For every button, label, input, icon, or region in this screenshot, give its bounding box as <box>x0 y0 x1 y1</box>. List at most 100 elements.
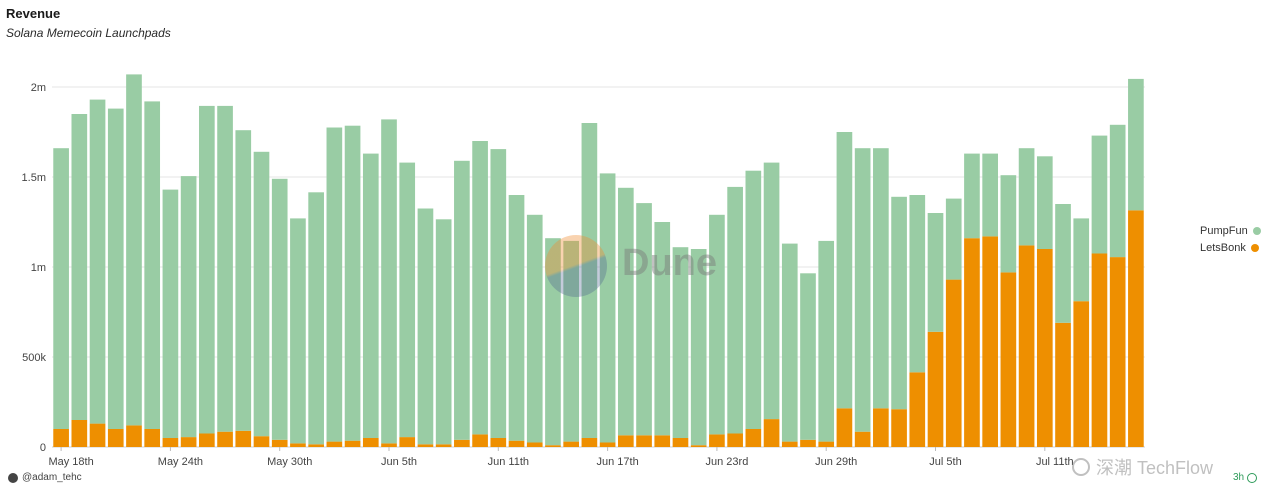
bar-pumpfun <box>836 132 853 409</box>
bar-pumpfun <box>709 214 725 435</box>
bar-letsbonk <box>490 438 507 447</box>
bar-letsbonk <box>107 429 124 447</box>
bar-letsbonk <box>217 431 233 447</box>
bar-letsbonk <box>581 438 598 447</box>
bar-pumpfun <box>235 130 252 431</box>
x-tick-label: May 30th <box>267 456 312 468</box>
bar-pumpfun <box>873 148 889 409</box>
legend-label: LetsBonk <box>1200 241 1246 254</box>
legend-label: PumpFun <box>1200 224 1248 237</box>
bar-pumpfun <box>199 105 215 434</box>
techflow-watermark: 深潮 TechFlow <box>1072 454 1213 480</box>
y-tick-label: 2m <box>31 82 46 94</box>
dune-logo-icon <box>545 235 607 297</box>
bar-letsbonk <box>964 238 980 447</box>
bar-letsbonk <box>800 439 816 447</box>
bar-pumpfun <box>126 74 142 426</box>
bar-pumpfun <box>891 196 907 410</box>
bar-letsbonk <box>1073 301 1090 447</box>
bar-letsbonk <box>53 429 69 447</box>
bar-pumpfun <box>763 162 780 420</box>
check-circle-icon <box>1247 472 1258 483</box>
bar-letsbonk <box>945 279 962 447</box>
bar-letsbonk <box>709 434 725 447</box>
bar-letsbonk <box>308 444 324 447</box>
bar-pumpfun <box>1018 148 1035 246</box>
bar-letsbonk <box>599 442 616 447</box>
refresh-status[interactable]: 3h <box>1233 472 1258 483</box>
bar-letsbonk <box>1091 253 1108 447</box>
bar-pumpfun <box>818 240 835 442</box>
bar-pumpfun <box>1073 218 1090 302</box>
bar-pumpfun <box>253 151 270 437</box>
chart-title: Revenue <box>6 6 61 21</box>
x-tick-label: Jun 29th <box>815 456 857 468</box>
bar-pumpfun <box>617 187 634 436</box>
bar-letsbonk <box>617 435 634 447</box>
bar-letsbonk <box>818 441 835 447</box>
x-tick-label: May 24th <box>158 456 203 468</box>
y-tick-label: 1.5m <box>22 172 46 184</box>
bar-letsbonk <box>927 331 944 447</box>
bar-letsbonk <box>1018 245 1035 447</box>
bar-pumpfun <box>1091 135 1108 254</box>
bar-pumpfun <box>727 186 743 434</box>
bar-pumpfun <box>144 101 161 430</box>
legend-item-letsbonk[interactable]: LetsBonk <box>1200 239 1261 256</box>
techflow-text: 深潮 TechFlow <box>1096 458 1214 478</box>
bar-letsbonk <box>836 408 853 447</box>
bar-pumpfun <box>217 105 233 432</box>
bar-pumpfun <box>964 153 980 239</box>
bar-pumpfun <box>89 99 106 424</box>
bar-pumpfun <box>854 148 871 432</box>
bar-letsbonk <box>435 444 452 447</box>
bar-pumpfun <box>1036 156 1053 249</box>
bar-letsbonk <box>891 409 907 447</box>
bar-letsbonk <box>1000 272 1017 447</box>
bar-pumpfun <box>745 170 762 429</box>
bar-pumpfun <box>490 149 507 438</box>
bar-letsbonk <box>672 438 689 447</box>
bar-letsbonk <box>745 429 762 447</box>
bar-letsbonk <box>344 440 361 447</box>
bar-letsbonk <box>909 372 926 447</box>
y-tick-label: 500k <box>22 352 46 364</box>
bar-letsbonk <box>781 441 798 447</box>
x-tick-label: Jun 11th <box>488 456 529 468</box>
bar-pumpfun <box>271 178 288 440</box>
legend-swatch-letsbonk <box>1250 243 1259 252</box>
bar-pumpfun <box>563 240 580 442</box>
bar-pumpfun <box>581 123 598 438</box>
bar-pumpfun <box>599 173 616 443</box>
bar-letsbonk <box>180 437 197 447</box>
bar-letsbonk <box>271 439 288 447</box>
bar-letsbonk <box>1109 257 1126 447</box>
author-handle: @adam_tehc <box>22 472 82 483</box>
x-tick-label: Jun 5th <box>381 456 417 468</box>
chart-legend: PumpFun LetsBonk <box>1200 222 1261 256</box>
bar-pumpfun <box>800 273 816 440</box>
bar-pumpfun <box>690 249 707 446</box>
bar-pumpfun <box>290 218 306 444</box>
techflow-logo-icon <box>1072 458 1090 476</box>
bar-letsbonk <box>126 425 142 447</box>
bar-pumpfun <box>1000 175 1017 273</box>
bar-letsbonk <box>71 420 88 447</box>
bar-pumpfun <box>435 219 452 445</box>
bar-pumpfun <box>1109 124 1126 258</box>
legend-item-pumpfun[interactable]: PumpFun <box>1200 222 1261 239</box>
bar-letsbonk <box>763 419 780 447</box>
bar-pumpfun <box>654 222 671 436</box>
author-credit[interactable]: @adam_tehc <box>8 472 82 483</box>
bar-pumpfun <box>1128 78 1144 211</box>
bar-letsbonk <box>399 437 416 447</box>
bar-letsbonk <box>727 433 743 447</box>
bar-pumpfun <box>945 198 962 280</box>
bar-pumpfun <box>927 213 944 332</box>
y-tick-label: 0 <box>40 442 46 454</box>
bar-letsbonk <box>690 445 707 447</box>
bar-letsbonk <box>326 441 343 447</box>
bar-letsbonk <box>1036 249 1053 447</box>
bar-letsbonk <box>854 431 871 447</box>
